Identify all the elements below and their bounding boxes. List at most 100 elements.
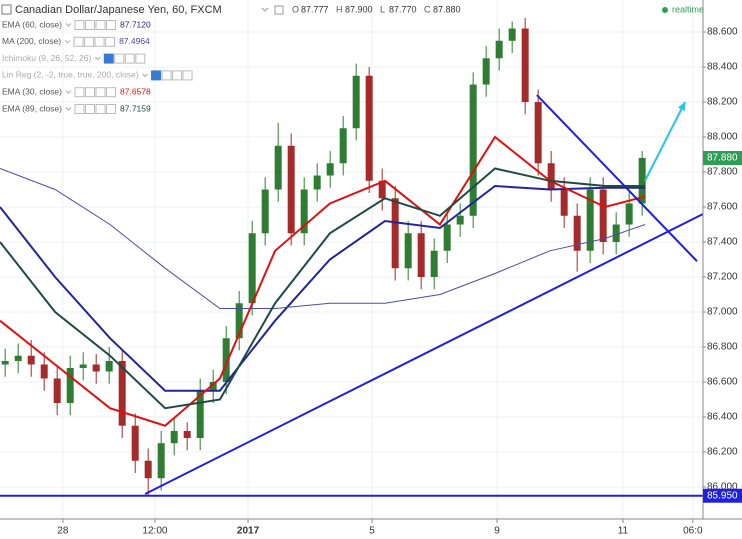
candle-body <box>378 180 386 199</box>
y-tick-label: 86.800 <box>707 342 738 353</box>
candle-body <box>612 224 620 243</box>
candle-body <box>248 233 256 304</box>
candle-body <box>196 390 204 438</box>
y-tick-label: 86.400 <box>707 412 738 423</box>
indicator-icon[interactable] <box>106 87 116 98</box>
candle-body <box>404 233 412 269</box>
ohlc-key: H <box>336 4 343 14</box>
y-tick-label: 87.200 <box>707 272 738 283</box>
candle-body <box>339 128 347 164</box>
arrow-head <box>677 102 686 112</box>
indicator-icon[interactable] <box>74 20 85 30</box>
dropdown[interactable] <box>65 23 72 27</box>
y-tick-label: 87.800 <box>707 167 738 178</box>
dropdown[interactable] <box>65 107 72 111</box>
candle-body <box>456 215 464 225</box>
indicator-icon[interactable] <box>106 20 116 30</box>
dropdown[interactable] <box>64 39 71 44</box>
candle-body <box>599 189 607 243</box>
price-label-box <box>703 488 742 503</box>
candle-body <box>40 364 48 379</box>
collapse-icon[interactable] <box>1 4 12 15</box>
candle-body <box>27 355 35 365</box>
y-tick-label: 86.000 <box>707 482 738 493</box>
candle-body <box>313 175 321 190</box>
candle-body <box>261 189 269 234</box>
indicator-icon[interactable] <box>73 36 84 47</box>
candle-body <box>560 189 568 216</box>
indicator-name: MA (200, close) <box>2 36 61 46</box>
indicator-icon[interactable] <box>151 70 162 81</box>
plot <box>0 18 704 497</box>
indicator-line <box>0 167 645 410</box>
candle-body <box>222 338 230 382</box>
chart-title: Canadian Dollar/Japanese Yen, 60, FXCM <box>15 4 222 16</box>
indicator-icon[interactable] <box>74 104 85 114</box>
price-label: 87.880 <box>707 153 738 164</box>
legend: Canadian Dollar/Japanese Yen, 60, FXCM r… <box>1 4 704 114</box>
indicator-icon[interactable] <box>105 36 116 47</box>
indicator-icon[interactable] <box>114 53 125 64</box>
candle-body <box>625 203 633 225</box>
candle-body <box>235 303 243 339</box>
indicator-icon[interactable] <box>74 87 85 98</box>
arrow-line <box>644 101 686 182</box>
indicator-icon[interactable] <box>172 70 183 81</box>
x-tick-label: 9 <box>494 526 500 537</box>
candle-body <box>417 233 425 277</box>
status-dot <box>662 7 668 13</box>
ohlc-key: O <box>292 4 299 14</box>
indicator-icon[interactable] <box>124 53 135 64</box>
ohlc-key: L <box>380 4 385 14</box>
indicator-icon[interactable] <box>85 20 95 30</box>
candle-body <box>274 145 282 190</box>
candle-body <box>209 381 217 391</box>
x-tick-label: 5 <box>369 526 375 537</box>
trend-line <box>144 213 704 495</box>
indicator-icon[interactable] <box>85 87 95 98</box>
grid <box>0 0 703 519</box>
indicator-icon[interactable] <box>106 104 116 114</box>
axes: 86.000 86.200 86.400 86.600 86.800 87.000 87.2… <box>57 0 742 537</box>
indicator-name: Lin Reg (2, -2, true, true, 200, close) <box>2 70 139 80</box>
x-tick-label: 2017 <box>237 526 260 537</box>
indicator-icon[interactable] <box>85 104 95 114</box>
candle-body <box>495 40 503 59</box>
candle-body <box>521 28 529 103</box>
dropdown[interactable] <box>65 90 72 94</box>
indicator-icon[interactable] <box>161 70 172 81</box>
settings-icon[interactable] <box>274 5 284 15</box>
indicator-icon[interactable] <box>95 87 106 98</box>
indicator-icon[interactable] <box>94 36 105 47</box>
indicator-icon[interactable] <box>135 53 146 64</box>
dropdown[interactable] <box>142 73 148 78</box>
y-tick-label: 86.600 <box>707 377 738 388</box>
candle-body <box>352 75 360 129</box>
candle-body <box>157 443 165 479</box>
indicator-value: 87.7120 <box>120 19 151 29</box>
indicator-icon[interactable] <box>103 53 114 64</box>
indicator-icon[interactable] <box>84 36 95 47</box>
dropdown[interactable] <box>261 7 269 12</box>
indicator-name: Ichimoku (9, 26, 52, 26) <box>2 53 91 63</box>
price-label-box <box>703 151 742 166</box>
candle-body <box>430 250 438 277</box>
candle-body <box>183 430 191 438</box>
dropdown[interactable] <box>94 56 101 61</box>
indicator-icon[interactable] <box>182 70 193 81</box>
y-tick-label: 87.000 <box>707 307 738 318</box>
candle-body <box>105 360 113 372</box>
indicator-icon[interactable] <box>95 20 106 30</box>
ohlc-value: 87.880 <box>433 4 461 14</box>
candle-body <box>53 378 61 403</box>
candle-body <box>300 189 308 234</box>
indicator-value: 87.6578 <box>120 86 151 96</box>
candle-body <box>391 198 399 269</box>
y-tick-label: 88.200 <box>707 97 738 108</box>
candle-body <box>144 460 152 479</box>
indicator-icon[interactable] <box>95 104 106 114</box>
indicator-name: EMA (60, close) <box>2 19 62 29</box>
indicator-name: EMA (30, close) <box>2 86 62 96</box>
ohlc-value: 87.777 <box>301 4 329 14</box>
